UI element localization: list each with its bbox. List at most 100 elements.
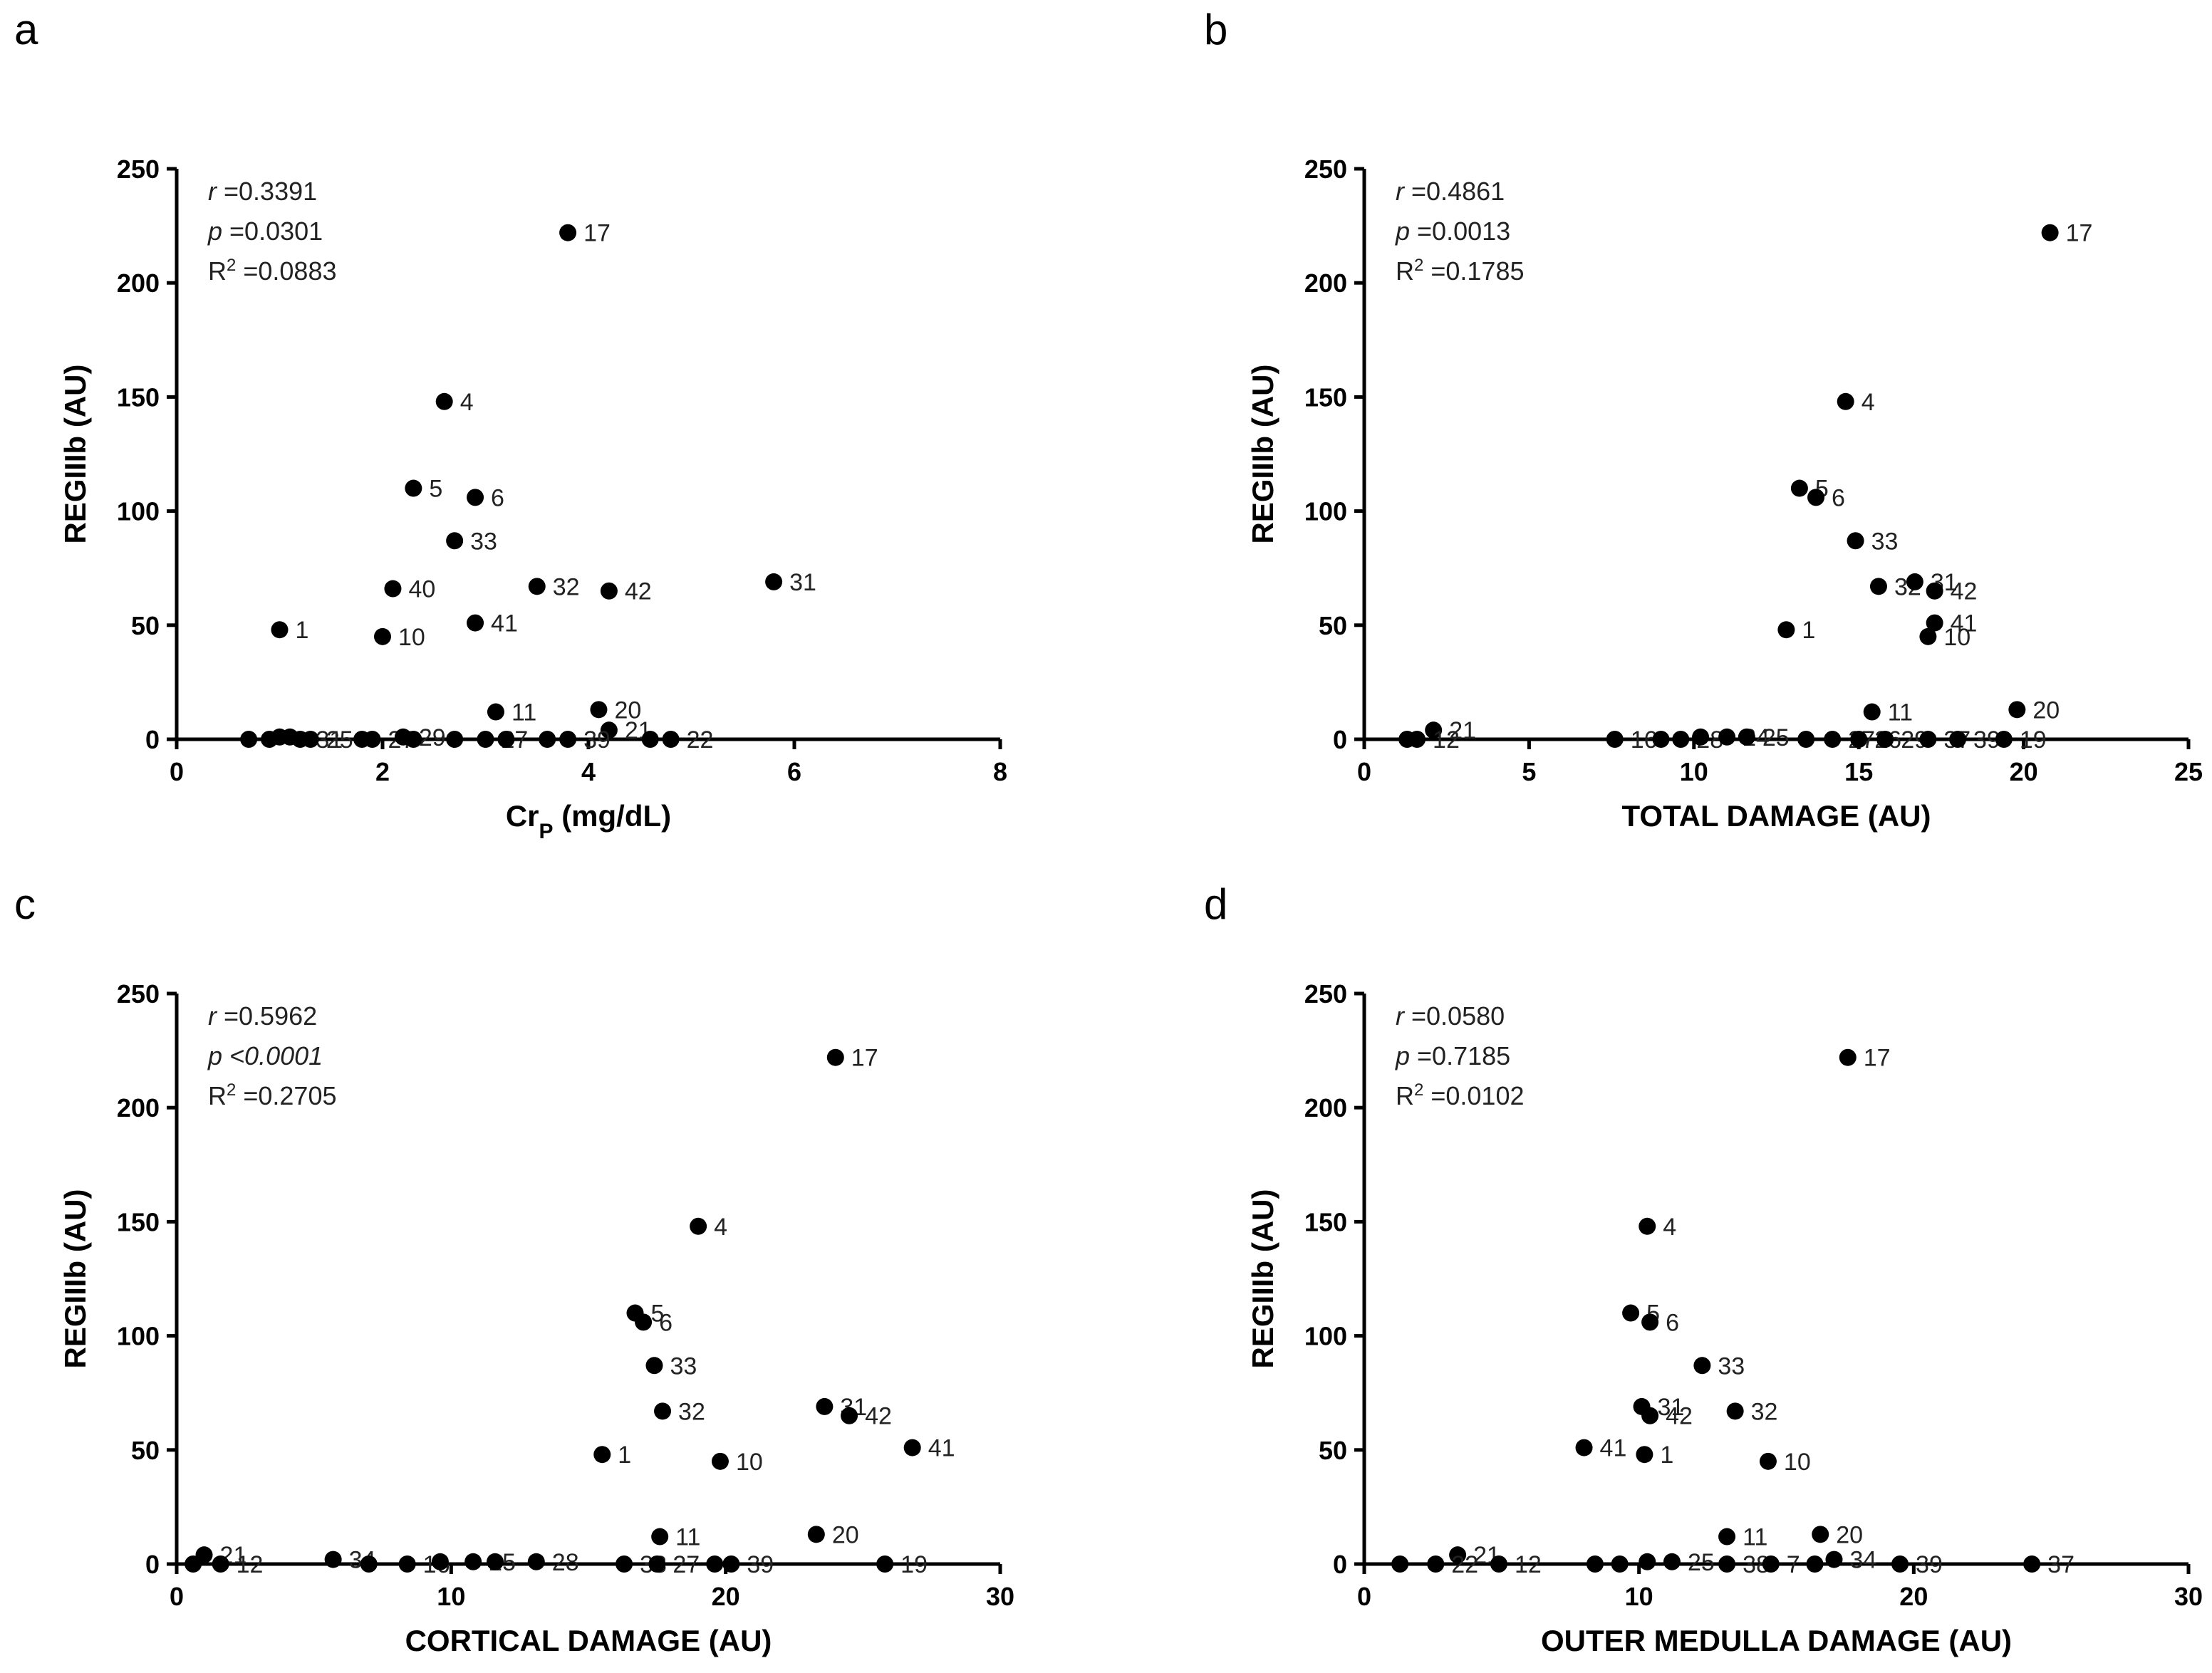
data-point — [1797, 731, 1815, 748]
data-point — [876, 1555, 894, 1573]
data-point — [384, 580, 402, 598]
data-point — [374, 627, 391, 645]
data-point-label: 21 — [1449, 717, 1476, 744]
y-tick-label: 250 — [117, 979, 160, 1009]
data-point — [1876, 731, 1894, 748]
data-point-label: 20 — [1836, 1521, 1863, 1548]
data-point — [539, 731, 556, 748]
data-point — [1693, 1357, 1711, 1375]
data-point — [1718, 1528, 1736, 1546]
data-point — [1611, 1555, 1629, 1573]
data-point-label: 5 — [429, 476, 442, 503]
data-point — [1806, 1555, 1824, 1573]
data-point — [487, 703, 504, 721]
data-point — [641, 731, 659, 748]
data-point-label: 12 — [1515, 1551, 1542, 1578]
data-point — [635, 1313, 653, 1331]
data-point — [240, 731, 258, 748]
data-point — [271, 621, 289, 639]
data-point — [2041, 224, 2059, 241]
x-tick-label: 20 — [1899, 1582, 1928, 1611]
data-point — [1790, 479, 1808, 497]
data-point-label: 1 — [296, 617, 309, 644]
x-tick-label: 20 — [712, 1582, 740, 1611]
stat-r2: R2 =0.1785 — [1396, 256, 1525, 286]
data-point — [1726, 1402, 1744, 1420]
data-point-label: 41 — [491, 610, 518, 637]
data-point-label: 39 — [747, 1551, 774, 1578]
data-point — [1718, 1555, 1736, 1573]
y-axis-title: REGIIIb (AU) — [58, 365, 92, 544]
data-point — [654, 1402, 672, 1420]
data-point-label: 11 — [1743, 1524, 1767, 1551]
data-point-label: 17 — [1864, 1045, 1891, 1072]
data-point — [1575, 1439, 1593, 1456]
stat-r: r =0.5962 — [208, 1001, 317, 1031]
x-tick-label: 8 — [993, 757, 1007, 786]
data-point — [690, 1217, 707, 1235]
x-tick-label: 0 — [170, 757, 184, 786]
data-point-label: 20 — [2032, 697, 2060, 724]
data-point — [1919, 731, 1937, 748]
data-point — [1692, 728, 1710, 746]
data-point-label: 41 — [1600, 1435, 1627, 1462]
data-point — [1759, 1452, 1777, 1470]
data-point — [826, 1048, 844, 1066]
data-point — [1641, 1313, 1659, 1331]
x-tick-label: 30 — [986, 1582, 1014, 1611]
data-point — [1906, 573, 1923, 590]
stat-p: p <0.0001 — [207, 1041, 323, 1070]
data-point-label: 17 — [583, 220, 611, 247]
data-point-label: 12 — [1433, 726, 1460, 754]
data-point-label: 4 — [714, 1214, 727, 1241]
data-point-label: 31 — [316, 726, 343, 754]
stat-r2: R2 =0.0883 — [208, 256, 337, 286]
data-point-label: 17 — [2066, 220, 2093, 247]
data-point — [616, 1555, 633, 1573]
y-tick-label: 100 — [1304, 1322, 1347, 1351]
data-point-label: 25 — [1688, 1549, 1715, 1576]
data-point — [648, 1555, 666, 1573]
data-point-label: 4 — [1663, 1214, 1676, 1241]
data-point-label: 39 — [583, 726, 611, 754]
data-point-label: 6 — [659, 1309, 673, 1336]
data-point-label: 27 — [673, 1551, 700, 1578]
y-axis-title: REGIIIb (AU) — [1246, 365, 1279, 544]
x-tick-label: 20 — [2010, 757, 2038, 786]
data-point — [600, 582, 618, 600]
y-tick-label: 250 — [117, 155, 160, 184]
x-tick-label: 0 — [1357, 757, 1371, 786]
data-point — [559, 731, 577, 748]
y-tick-label: 150 — [1304, 382, 1347, 412]
y-tick-label: 0 — [1333, 725, 1347, 754]
data-point — [1949, 731, 1967, 748]
data-point-label: 19 — [900, 1551, 928, 1578]
x-tick-label: 10 — [1625, 1582, 1653, 1611]
x-axis-title: TOTAL DAMAGE (AU) — [1622, 799, 1931, 833]
data-point — [841, 1407, 858, 1424]
stat-r: r =0.0580 — [1396, 1001, 1505, 1031]
x-tick-label: 6 — [787, 757, 801, 786]
data-point-label: 22 — [1451, 1551, 1478, 1578]
data-point-label: 20 — [614, 697, 641, 724]
data-point-label: 19 — [2020, 726, 2047, 754]
data-point-label: 33 — [670, 1353, 697, 1380]
data-point-label: 42 — [1666, 1403, 1693, 1430]
y-tick-label: 200 — [117, 269, 160, 298]
x-tick-label: 25 — [2174, 757, 2203, 786]
data-point-label: 37 — [2047, 1551, 2075, 1578]
data-point-label: 25 — [326, 726, 353, 754]
data-point — [1490, 1555, 1507, 1573]
data-point — [446, 731, 464, 748]
data-point-label: 6 — [491, 484, 504, 511]
x-axis-title: CORTICAL DAMAGE (AU) — [405, 1624, 772, 1657]
y-tick-label: 150 — [117, 1207, 160, 1236]
data-point — [405, 731, 422, 748]
data-point — [446, 532, 464, 550]
x-axis-title: OUTER MEDULLA DAMAGE (AU) — [1541, 1624, 2012, 1657]
panel-d: d 0 50 100 150 200 250 0 10 20 30 OUTER MEDULLA DAM… — [1204, 880, 2203, 1657]
y-tick-label: 100 — [117, 1322, 160, 1351]
data-point — [1738, 728, 1755, 746]
data-point — [1869, 578, 1887, 595]
